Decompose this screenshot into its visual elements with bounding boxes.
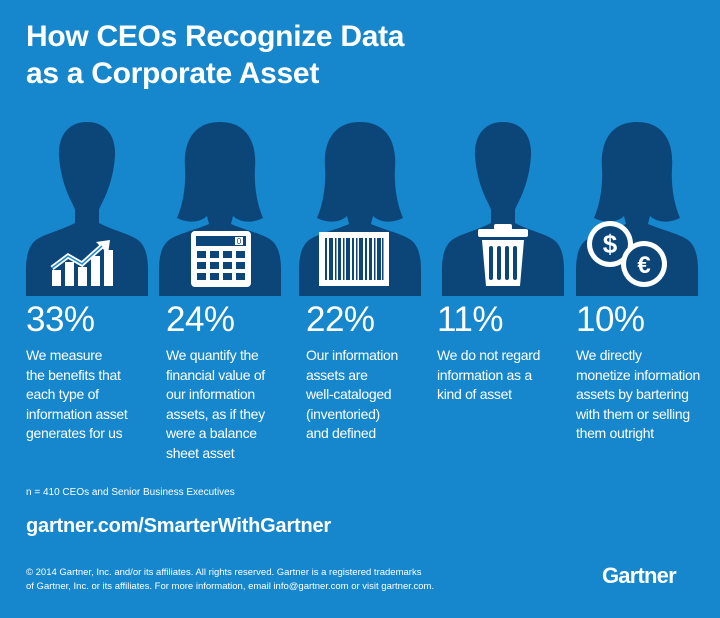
stat-description: We directly monetize information assets …: [576, 347, 700, 441]
calculator-icon: 0: [190, 230, 252, 293]
copyright-line-1: © 2014 Gartner, Inc. and/or its affiliat…: [26, 567, 422, 578]
svg-text:0: 0: [237, 237, 242, 246]
person-figure-1: [22, 120, 152, 300]
title-line-2: as a Corporate Asset: [26, 57, 320, 90]
sample-size-note: n = 410 CEOs and Senior Business Executi…: [26, 487, 235, 498]
gartner-logo: Gartner: [602, 563, 677, 588]
stat-column-1: 33% We measure the benefits that each ty…: [26, 300, 168, 444]
coins-icon: $ €: [586, 220, 670, 293]
smarter-with-gartner-link[interactable]: gartner.com/SmarterWithGartner: [26, 515, 332, 537]
trash-can-icon: [476, 224, 530, 293]
page-title: How CEOs Recognize Data as a Corporate A…: [26, 18, 404, 92]
stat-description: Our information assets are well-cataloge…: [306, 347, 398, 441]
male-silhouette-icon: [442, 122, 564, 296]
stat-description: We measure the benefits that each type o…: [26, 347, 128, 441]
stat-column-4: 11% We do not regard information as a ki…: [437, 300, 579, 405]
title-line-1: How CEOs Recognize Data: [26, 20, 405, 53]
stat-description: We do not regard information as a kind o…: [437, 347, 541, 402]
stat-column-5: 10% We directly monetize information ass…: [576, 300, 718, 444]
stat-percent: 22%: [306, 300, 375, 339]
stat-percent: 11%: [437, 300, 503, 339]
copyright-line-2: of Gartner, Inc. or its affiliates. For …: [26, 581, 435, 592]
svg-text:€: €: [637, 252, 650, 279]
barcode-icon: [319, 232, 389, 291]
person-figure-2: 0: [155, 120, 285, 300]
stat-column-3: 22% Our information assets are well-cata…: [306, 300, 448, 444]
person-figure-3: [295, 120, 425, 300]
male-silhouette-icon: [26, 122, 148, 296]
stat-column-2: 24% We quantify the financial value of o…: [166, 300, 308, 463]
growth-chart-icon: [50, 240, 114, 291]
stat-description: We quantify the financial value of our i…: [166, 347, 265, 461]
stat-percent: 10%: [576, 300, 645, 339]
stat-percent: 33%: [26, 300, 95, 339]
person-figure-4: [438, 120, 568, 300]
person-figure-5: $ €: [572, 120, 702, 300]
svg-text:$: $: [603, 229, 618, 259]
stat-percent: 24%: [166, 300, 235, 339]
copyright-text: © 2014 Gartner, Inc. and/or its affiliat…: [26, 566, 546, 594]
